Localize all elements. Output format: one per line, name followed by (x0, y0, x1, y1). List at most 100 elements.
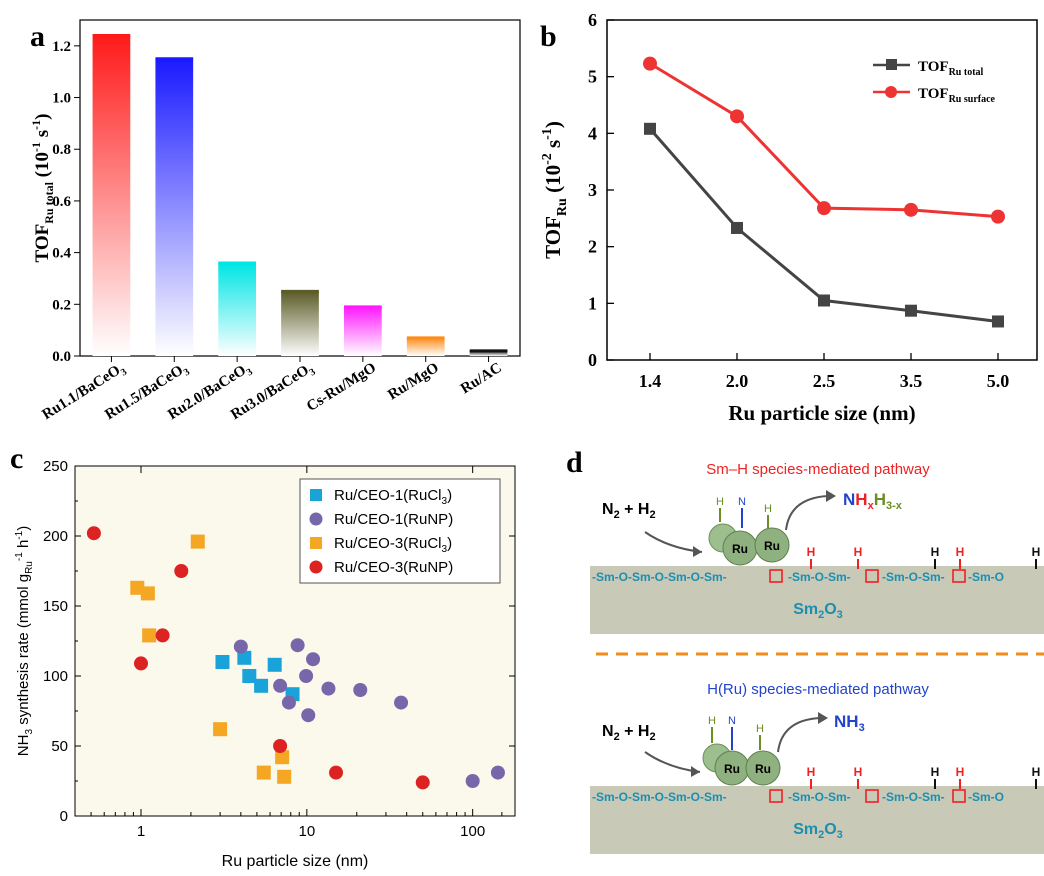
point-square-c (130, 580, 145, 595)
point-circle-c (273, 739, 288, 753)
panel-a: a 0.0 0.2 0.4 0.6 0.8 1.0 1.2 Ru1.1/BaCeO3Ru1.… (29, 19, 521, 423)
point-square-c (237, 650, 252, 665)
x-tick-label-c: 100 (460, 823, 485, 840)
panel-label-a: a (30, 20, 45, 53)
point-square-b (818, 294, 830, 307)
y-tick-label-a: 0.0 (52, 349, 71, 365)
vacancy-square (865, 789, 879, 803)
h-on-ru-1-bottom: H (708, 715, 716, 727)
vacancy-square (952, 569, 966, 583)
oxide-slab-bottom (590, 786, 1044, 854)
y-tick-label-c: 0 (60, 808, 68, 825)
x-ticks-c: 1 10 100 (90, 466, 503, 840)
point-square-b (992, 315, 1004, 328)
bars-a (92, 34, 508, 357)
product-top: NHxH3-x (843, 490, 903, 512)
x-tick-labels-a: Ru1.1/BaCeO3Ru1.5/BaCeO3Ru2.0/BaCeO3Ru3.… (40, 356, 505, 423)
legend-marker-surface (885, 86, 897, 98)
x-ticks-b: 1.4 2.0 2.5 3.5 5.0 (639, 353, 1010, 391)
panel-d: d Sm–H species-mediated pathway N2 + H2 … (566, 446, 1044, 854)
hydride-h-label: H (956, 765, 965, 779)
point-circle-c (394, 695, 409, 710)
ru-label-1-bottom: Ru (724, 762, 740, 776)
point-square-c (140, 586, 155, 601)
hydride-h-label: H (1032, 765, 1041, 779)
hydride-h-label: H (807, 765, 816, 779)
y-tick-label-a: 0.6 (52, 194, 71, 210)
legend-marker-c (310, 537, 322, 549)
point-circle-c (490, 765, 505, 780)
surface-chain-text: -Sm-O-Sm- (882, 790, 945, 804)
y-tick-label-c: 150 (43, 598, 68, 615)
point-circle-b (817, 201, 831, 216)
point-square-b (905, 304, 917, 317)
point-circle-c (465, 774, 480, 788)
vacancy-square (952, 789, 966, 803)
arrowhead-in-bottom (691, 766, 700, 777)
x-tick-label-b: 3.5 (900, 371, 923, 391)
legend-box-c (299, 478, 501, 584)
legend-marker-c (310, 489, 322, 501)
bar-a (92, 35, 131, 356)
surface-chain-text: -Sm-O-Sm- (882, 570, 945, 584)
y-tick-label-c: 100 (43, 668, 68, 685)
y-tick-label-b: 1 (588, 293, 597, 313)
point-circle-b (991, 209, 1005, 224)
h-on-ru-2-top: H (764, 503, 772, 515)
lines-b (643, 56, 1005, 328)
h-on-ru-2-bottom: H (756, 723, 764, 735)
point-square-c (275, 750, 290, 765)
point-circle-b (643, 56, 657, 71)
y-tick-label-c: 200 (43, 528, 68, 545)
y-ticks-b: 0 1 2 3 4 5 6 (588, 10, 614, 370)
product-bottom: NH3 (834, 712, 865, 734)
legend-marker-c (309, 560, 323, 574)
legend-label-c: Ru/CEO-3(RuCl3) (334, 535, 452, 555)
surface-chain-text: -Sm-O (968, 790, 1004, 804)
point-circle-c (290, 638, 305, 653)
point-circle-c (273, 678, 288, 693)
x-tick-label-a: Ru/AC (458, 360, 505, 397)
ru-label-1-top: Ru (732, 542, 748, 556)
hydride-h-label: H (956, 545, 965, 559)
y-tick-label-a: 1.0 (52, 91, 71, 107)
ru-atom-2-top (754, 527, 790, 563)
point-circle-c (321, 681, 336, 696)
arrowhead-out-bottom (818, 712, 828, 724)
oxide-label-top: Sm2O3 (793, 601, 843, 621)
legend-label-surface: TOFRu surface (918, 86, 996, 105)
x-tick-label-b: 2.5 (813, 371, 836, 391)
title-top-pathway: Sm–H species-mediated pathway (706, 461, 930, 478)
panel-b: b 0 1 2 3 4 5 6 1.4 2.0 2.5 3.5 5.0 Ru particle si… (540, 10, 1038, 425)
point-square-c (190, 534, 205, 549)
legend-c: Ru/CEO-1(RuCl3) Ru/CEO-1(RuNP) Ru/CEO-3(Ru… (299, 478, 501, 584)
x-tick-label-b: 5.0 (987, 371, 1010, 391)
vacancy-square (769, 789, 783, 803)
vacancy-square (865, 569, 879, 583)
y-ticks-a: 0.0 0.2 0.4 0.6 0.8 1.0 1.2 (52, 39, 80, 365)
y-tick-label-b: 5 (588, 67, 597, 87)
legend-label-c: Ru/CEO-3(RuNP) (334, 559, 453, 576)
point-circle-c (155, 628, 170, 643)
hydride-h-label: H (931, 765, 940, 779)
bar-a (218, 262, 256, 356)
y-tick-label-a: 0.2 (52, 297, 71, 313)
y-axis-label-b: TOFRu (10-2 s-1) (540, 121, 570, 259)
ru-label-2-top: Ru (764, 539, 780, 553)
y-tick-label-b: 2 (588, 237, 597, 257)
hydride-h-label: H (1032, 545, 1041, 559)
arrowhead-out-top (826, 490, 836, 502)
point-square-c (142, 628, 157, 643)
surface-chain-bottom: -Sm-O-Sm-O-Sm-O-Sm- -Sm-O-Sm- -Sm-O-Sm- -Sm… (592, 765, 1040, 804)
point-square-c (277, 769, 292, 784)
x-tick-label-c: 10 (298, 823, 315, 840)
surface-chain-text: -Sm-O-Sm- (788, 570, 851, 584)
x-tick-label-a: Ru/MgO (385, 360, 442, 404)
point-circle-c (415, 775, 430, 790)
surface-chain-text: -Sm-O-Sm-O-Sm-O-Sm- (592, 570, 727, 584)
points-c (86, 526, 505, 790)
point-circle-c (299, 669, 314, 683)
n-on-ru-bottom: N (728, 715, 736, 727)
point-circle-c (281, 695, 296, 710)
surface-chain-text: -Sm-O-Sm-O-Sm-O-Sm- (592, 790, 727, 804)
